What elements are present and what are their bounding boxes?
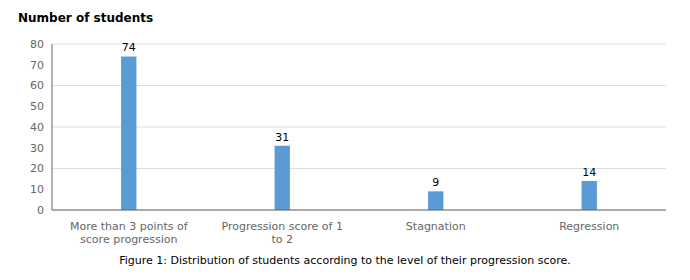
- svg-text:31: 31: [275, 131, 289, 144]
- svg-text:0: 0: [37, 204, 44, 217]
- svg-text:74: 74: [122, 41, 136, 54]
- svg-text:30: 30: [30, 142, 44, 155]
- svg-text:9: 9: [432, 176, 439, 189]
- svg-text:14: 14: [582, 166, 596, 179]
- svg-text:Regression: Regression: [559, 220, 619, 233]
- svg-text:Progression score of 1to 2: Progression score of 1to 2: [222, 220, 343, 246]
- svg-text:More than 3 points ofscore pro: More than 3 points ofscore progression: [70, 220, 189, 246]
- svg-text:70: 70: [30, 59, 44, 72]
- svg-text:80: 80: [30, 38, 44, 51]
- html-text:Number of students: Number of students: [18, 11, 154, 25]
- html-text:Figure 1: Distribution of stud: Figure 1: Distribution of students accor…: [119, 254, 571, 267]
- svg-text:Stagnation: Stagnation: [406, 220, 466, 233]
- svg-text:60: 60: [30, 79, 44, 92]
- svg-text:50: 50: [30, 100, 44, 113]
- svg-text:20: 20: [30, 162, 44, 175]
- svg-text:10: 10: [30, 183, 44, 196]
- svg-text:40: 40: [30, 121, 44, 134]
